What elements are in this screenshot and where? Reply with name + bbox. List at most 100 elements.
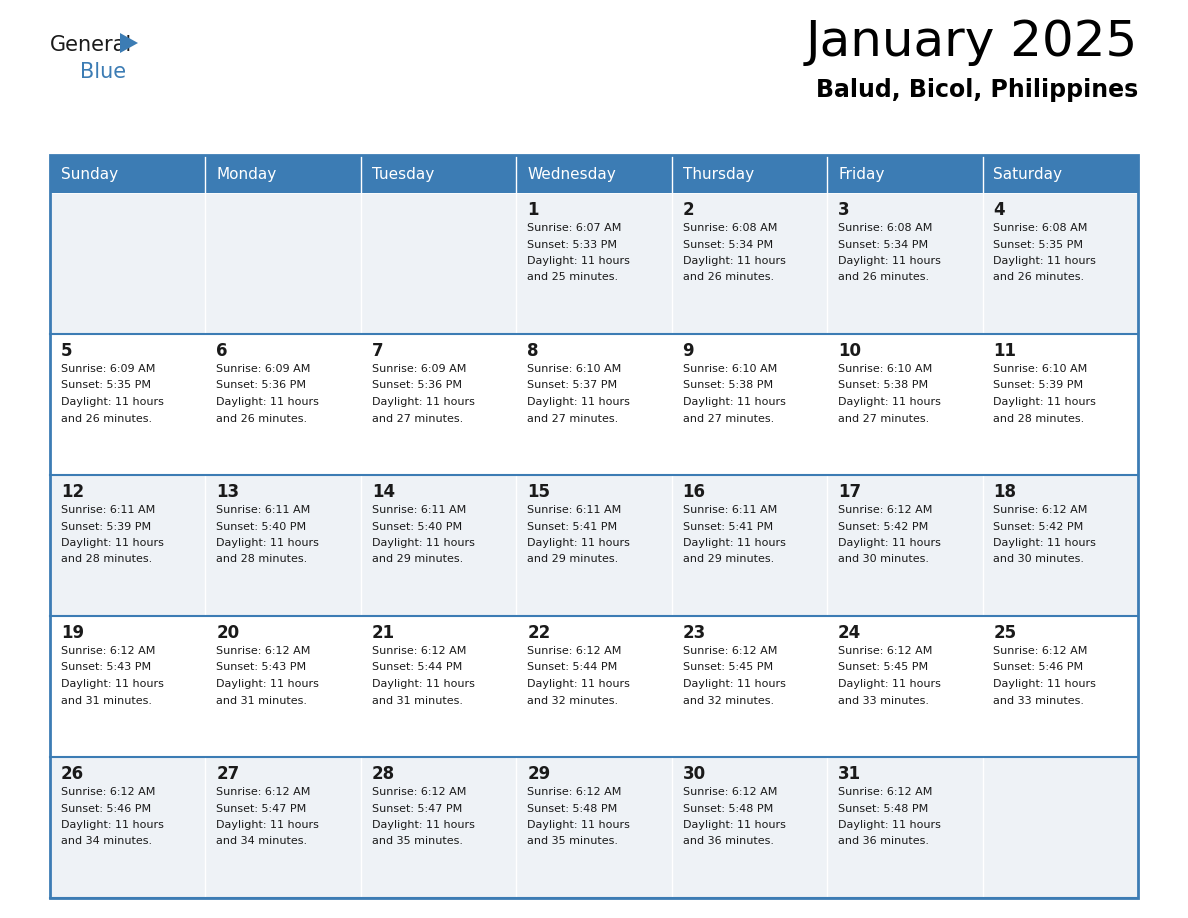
Bar [50, 193, 206, 334]
Text: January 2025: January 2025 [805, 18, 1138, 66]
Bar [827, 757, 982, 898]
Bar [671, 155, 827, 193]
Text: Sunrise: 6:09 AM: Sunrise: 6:09 AM [216, 364, 311, 374]
Text: Sunrise: 6:12 AM: Sunrise: 6:12 AM [527, 646, 621, 656]
Text: Daylight: 11 hours: Daylight: 11 hours [993, 397, 1097, 407]
Bar [361, 616, 517, 757]
Text: Daylight: 11 hours: Daylight: 11 hours [216, 538, 320, 548]
Bar [827, 193, 982, 334]
Bar [827, 475, 982, 616]
Text: Sunset: 5:36 PM: Sunset: 5:36 PM [372, 380, 462, 390]
Text: Daylight: 11 hours: Daylight: 11 hours [61, 679, 164, 689]
Bar [517, 757, 671, 898]
Text: Sunset: 5:33 PM: Sunset: 5:33 PM [527, 240, 617, 250]
Text: and 26 minutes.: and 26 minutes. [61, 413, 152, 423]
Text: and 26 minutes.: and 26 minutes. [838, 273, 929, 283]
Text: Sunrise: 6:12 AM: Sunrise: 6:12 AM [61, 787, 156, 797]
Text: Daylight: 11 hours: Daylight: 11 hours [838, 679, 941, 689]
Text: 5: 5 [61, 342, 72, 360]
Text: Daylight: 11 hours: Daylight: 11 hours [216, 820, 320, 830]
Bar [671, 616, 827, 757]
Bar [982, 757, 1138, 898]
Text: 17: 17 [838, 483, 861, 501]
Text: Daylight: 11 hours: Daylight: 11 hours [683, 397, 785, 407]
Text: Daylight: 11 hours: Daylight: 11 hours [993, 256, 1097, 266]
Bar [827, 334, 982, 475]
Text: Sunset: 5:43 PM: Sunset: 5:43 PM [61, 663, 151, 673]
Bar [206, 334, 361, 475]
Text: and 29 minutes.: and 29 minutes. [372, 554, 463, 565]
Text: Sunset: 5:40 PM: Sunset: 5:40 PM [372, 521, 462, 532]
Bar [982, 193, 1138, 334]
Text: Sunset: 5:42 PM: Sunset: 5:42 PM [838, 521, 928, 532]
Text: Daylight: 11 hours: Daylight: 11 hours [993, 538, 1097, 548]
Text: 24: 24 [838, 624, 861, 642]
Text: Sunset: 5:46 PM: Sunset: 5:46 PM [993, 663, 1083, 673]
Bar [50, 616, 206, 757]
Text: Friday: Friday [838, 166, 884, 182]
Text: 12: 12 [61, 483, 84, 501]
Bar [50, 334, 206, 475]
Text: Daylight: 11 hours: Daylight: 11 hours [61, 820, 164, 830]
Text: Sunrise: 6:12 AM: Sunrise: 6:12 AM [993, 646, 1088, 656]
Bar [982, 616, 1138, 757]
Text: Balud, Bicol, Philippines: Balud, Bicol, Philippines [816, 78, 1138, 102]
Text: Thursday: Thursday [683, 166, 753, 182]
Text: Sunrise: 6:10 AM: Sunrise: 6:10 AM [683, 364, 777, 374]
Text: Sunrise: 6:12 AM: Sunrise: 6:12 AM [216, 787, 311, 797]
Text: Saturday: Saturday [993, 166, 1062, 182]
Text: Sunrise: 6:10 AM: Sunrise: 6:10 AM [527, 364, 621, 374]
Text: 29: 29 [527, 765, 550, 783]
Bar [361, 757, 517, 898]
Text: 7: 7 [372, 342, 384, 360]
Text: Tuesday: Tuesday [372, 166, 434, 182]
Text: Sunset: 5:37 PM: Sunset: 5:37 PM [527, 380, 618, 390]
Text: 25: 25 [993, 624, 1017, 642]
Text: and 27 minutes.: and 27 minutes. [527, 413, 619, 423]
Text: Daylight: 11 hours: Daylight: 11 hours [372, 397, 475, 407]
Bar [827, 155, 982, 193]
Text: Sunset: 5:38 PM: Sunset: 5:38 PM [838, 380, 928, 390]
Text: Daylight: 11 hours: Daylight: 11 hours [61, 397, 164, 407]
Text: and 33 minutes.: and 33 minutes. [993, 696, 1085, 706]
Text: Daylight: 11 hours: Daylight: 11 hours [372, 538, 475, 548]
Text: 20: 20 [216, 624, 240, 642]
Text: 1: 1 [527, 201, 538, 219]
Bar [206, 757, 361, 898]
Text: and 30 minutes.: and 30 minutes. [993, 554, 1085, 565]
Bar [517, 475, 671, 616]
Text: Blue: Blue [80, 62, 126, 82]
Text: and 27 minutes.: and 27 minutes. [372, 413, 463, 423]
Text: Sunrise: 6:09 AM: Sunrise: 6:09 AM [61, 364, 156, 374]
Bar [982, 475, 1138, 616]
Text: and 35 minutes.: and 35 minutes. [372, 836, 463, 846]
Text: 30: 30 [683, 765, 706, 783]
Text: and 33 minutes.: and 33 minutes. [838, 696, 929, 706]
Text: Sunrise: 6:11 AM: Sunrise: 6:11 AM [216, 505, 310, 515]
Bar [982, 334, 1138, 475]
Text: Sunrise: 6:12 AM: Sunrise: 6:12 AM [372, 787, 466, 797]
Text: and 31 minutes.: and 31 minutes. [372, 696, 463, 706]
Text: and 36 minutes.: and 36 minutes. [838, 836, 929, 846]
Text: Sunrise: 6:12 AM: Sunrise: 6:12 AM [527, 787, 621, 797]
Text: 14: 14 [372, 483, 394, 501]
Text: 15: 15 [527, 483, 550, 501]
Text: 21: 21 [372, 624, 394, 642]
Text: Daylight: 11 hours: Daylight: 11 hours [527, 679, 630, 689]
Text: and 25 minutes.: and 25 minutes. [527, 273, 618, 283]
Bar [50, 155, 1138, 898]
Text: Daylight: 11 hours: Daylight: 11 hours [527, 538, 630, 548]
Text: Sunrise: 6:08 AM: Sunrise: 6:08 AM [993, 223, 1088, 233]
Text: Sunrise: 6:08 AM: Sunrise: 6:08 AM [838, 223, 933, 233]
Text: and 34 minutes.: and 34 minutes. [61, 836, 152, 846]
Text: and 30 minutes.: and 30 minutes. [838, 554, 929, 565]
Text: Sunset: 5:44 PM: Sunset: 5:44 PM [527, 663, 618, 673]
Text: Sunset: 5:48 PM: Sunset: 5:48 PM [838, 803, 928, 813]
Text: and 28 minutes.: and 28 minutes. [216, 554, 308, 565]
Text: Sunrise: 6:07 AM: Sunrise: 6:07 AM [527, 223, 621, 233]
Text: 13: 13 [216, 483, 240, 501]
Bar [50, 757, 206, 898]
Text: Sunset: 5:45 PM: Sunset: 5:45 PM [838, 663, 928, 673]
Text: 4: 4 [993, 201, 1005, 219]
Text: and 32 minutes.: and 32 minutes. [527, 696, 618, 706]
